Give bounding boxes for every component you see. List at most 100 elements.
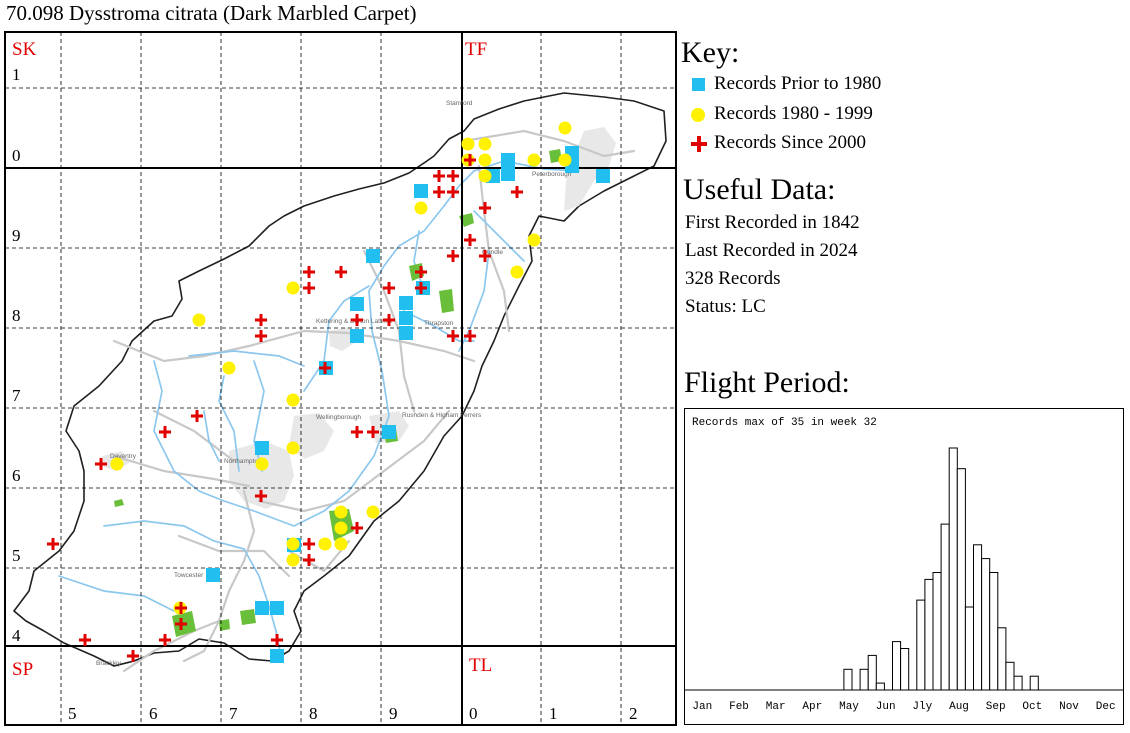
week-bar — [892, 641, 902, 691]
easting-label: 0 — [469, 704, 478, 723]
legend-item-since-2000: Records Since 2000 — [691, 132, 866, 154]
circle-icon — [691, 105, 709, 123]
record-marker-1980-1999 — [334, 537, 348, 551]
place-label: Rushden & Higham Ferrers — [402, 412, 482, 419]
record-marker-since-2000 — [351, 522, 363, 534]
place-label: Peterborough — [532, 171, 572, 178]
record-marker-1980-1999 — [286, 441, 300, 455]
week-bar — [859, 668, 869, 691]
record-marker-since-2000 — [95, 458, 107, 470]
easting-labels: 5 6 7 8 9 0 1 2 — [68, 704, 638, 723]
easting-label: 5 — [68, 704, 77, 723]
record-count: 328 Records — [685, 268, 781, 289]
record-marker-since-2000 — [351, 314, 363, 326]
easting-label: 6 — [149, 704, 158, 723]
record-marker-prior-1980 — [206, 568, 220, 582]
record-markers — [47, 121, 610, 663]
record-marker-since-2000 — [319, 362, 331, 374]
record-marker-1980-1999 — [527, 153, 541, 167]
record-marker-since-2000 — [351, 426, 363, 438]
month-label: Aug — [949, 701, 969, 713]
record-marker-prior-1980 — [255, 441, 269, 455]
record-marker-since-2000 — [383, 314, 395, 326]
record-marker-prior-1980 — [399, 296, 413, 310]
week-bar — [1005, 661, 1015, 691]
record-marker-1980-1999 — [461, 137, 475, 151]
county-outline — [13, 92, 667, 667]
legend-label: Records Prior to 1980 — [714, 73, 882, 94]
record-marker-since-2000 — [47, 538, 59, 550]
week-bar — [1013, 675, 1023, 691]
week-bar — [875, 682, 885, 691]
record-marker-since-2000 — [367, 426, 379, 438]
easting-label: 9 — [389, 704, 398, 723]
week-bar — [867, 654, 877, 691]
place-label: Daventry — [110, 453, 137, 460]
record-marker-1980-1999 — [510, 265, 524, 279]
month-label: Mar — [766, 701, 786, 713]
flight-period-chart: Records max of 35 in week 32 Jan Feb Mar Ap… — [684, 408, 1124, 725]
record-marker-since-2000 — [415, 266, 427, 278]
week-bar — [989, 572, 999, 691]
record-marker-since-2000 — [79, 634, 91, 646]
week-bar — [997, 627, 1007, 691]
record-marker-1980-1999 — [110, 457, 124, 471]
place-label: Stamford — [446, 100, 473, 107]
northing-label: 5 — [12, 546, 21, 565]
record-marker-since-2000 — [415, 282, 427, 294]
record-marker-prior-1980 — [399, 311, 413, 325]
record-marker-since-2000 — [433, 170, 445, 182]
record-marker-prior-1980 — [270, 649, 284, 663]
record-marker-prior-1980 — [350, 329, 364, 343]
northing-label: 0 — [12, 146, 21, 165]
record-marker-1980-1999 — [478, 169, 492, 183]
legend-label: Records Since 2000 — [714, 132, 866, 153]
record-marker-1980-1999 — [414, 201, 428, 215]
record-marker-since-2000 — [303, 282, 315, 294]
place-label: Wellingborough — [316, 414, 361, 421]
record-marker-1980-1999 — [558, 153, 572, 167]
northing-label: 7 — [12, 386, 21, 405]
month-label: Nov — [1059, 701, 1079, 713]
record-marker-since-2000 — [303, 538, 315, 550]
week-bar — [932, 572, 942, 691]
record-marker-prior-1980 — [414, 184, 428, 198]
record-marker-1980-1999 — [558, 121, 572, 135]
record-marker-1980-1999 — [192, 313, 206, 327]
month-label: Apr — [802, 701, 822, 713]
record-marker-prior-1980 — [350, 297, 364, 311]
record-marker-1980-1999 — [478, 153, 492, 167]
northing-label: 6 — [12, 466, 21, 485]
record-marker-prior-1980 — [596, 169, 610, 183]
week-bar — [981, 558, 991, 691]
northing-label: 1 — [12, 65, 21, 84]
grid-lines — [5, 32, 676, 726]
flight-period-heading: Flight Period: — [684, 366, 850, 399]
easting-label: 8 — [309, 704, 318, 723]
record-marker-since-2000 — [464, 154, 476, 166]
record-marker-1980-1999 — [286, 553, 300, 567]
record-marker-since-2000 — [479, 250, 491, 262]
month-label: Jly — [912, 701, 932, 713]
record-marker-1980-1999 — [286, 281, 300, 295]
record-marker-since-2000 — [159, 426, 171, 438]
legend-item-1980-1999: Records 1980 - 1999 — [691, 103, 873, 125]
record-marker-prior-1980 — [501, 153, 515, 167]
record-marker-since-2000 — [255, 314, 267, 326]
record-marker-since-2000 — [191, 410, 203, 422]
week-bar — [948, 447, 958, 691]
first-recorded: First Recorded in 1842 — [685, 212, 860, 233]
month-label: Feb — [729, 701, 749, 713]
record-marker-prior-1980 — [399, 326, 413, 340]
record-marker-since-2000 — [335, 266, 347, 278]
easting-label: 2 — [629, 704, 638, 723]
record-marker-prior-1980 — [501, 167, 515, 181]
month-label: May — [839, 701, 859, 713]
week-bar — [900, 648, 910, 691]
record-marker-prior-1980 — [382, 425, 396, 439]
week-bar — [843, 668, 853, 691]
week-bar — [973, 544, 983, 691]
record-marker-1980-1999 — [334, 521, 348, 535]
